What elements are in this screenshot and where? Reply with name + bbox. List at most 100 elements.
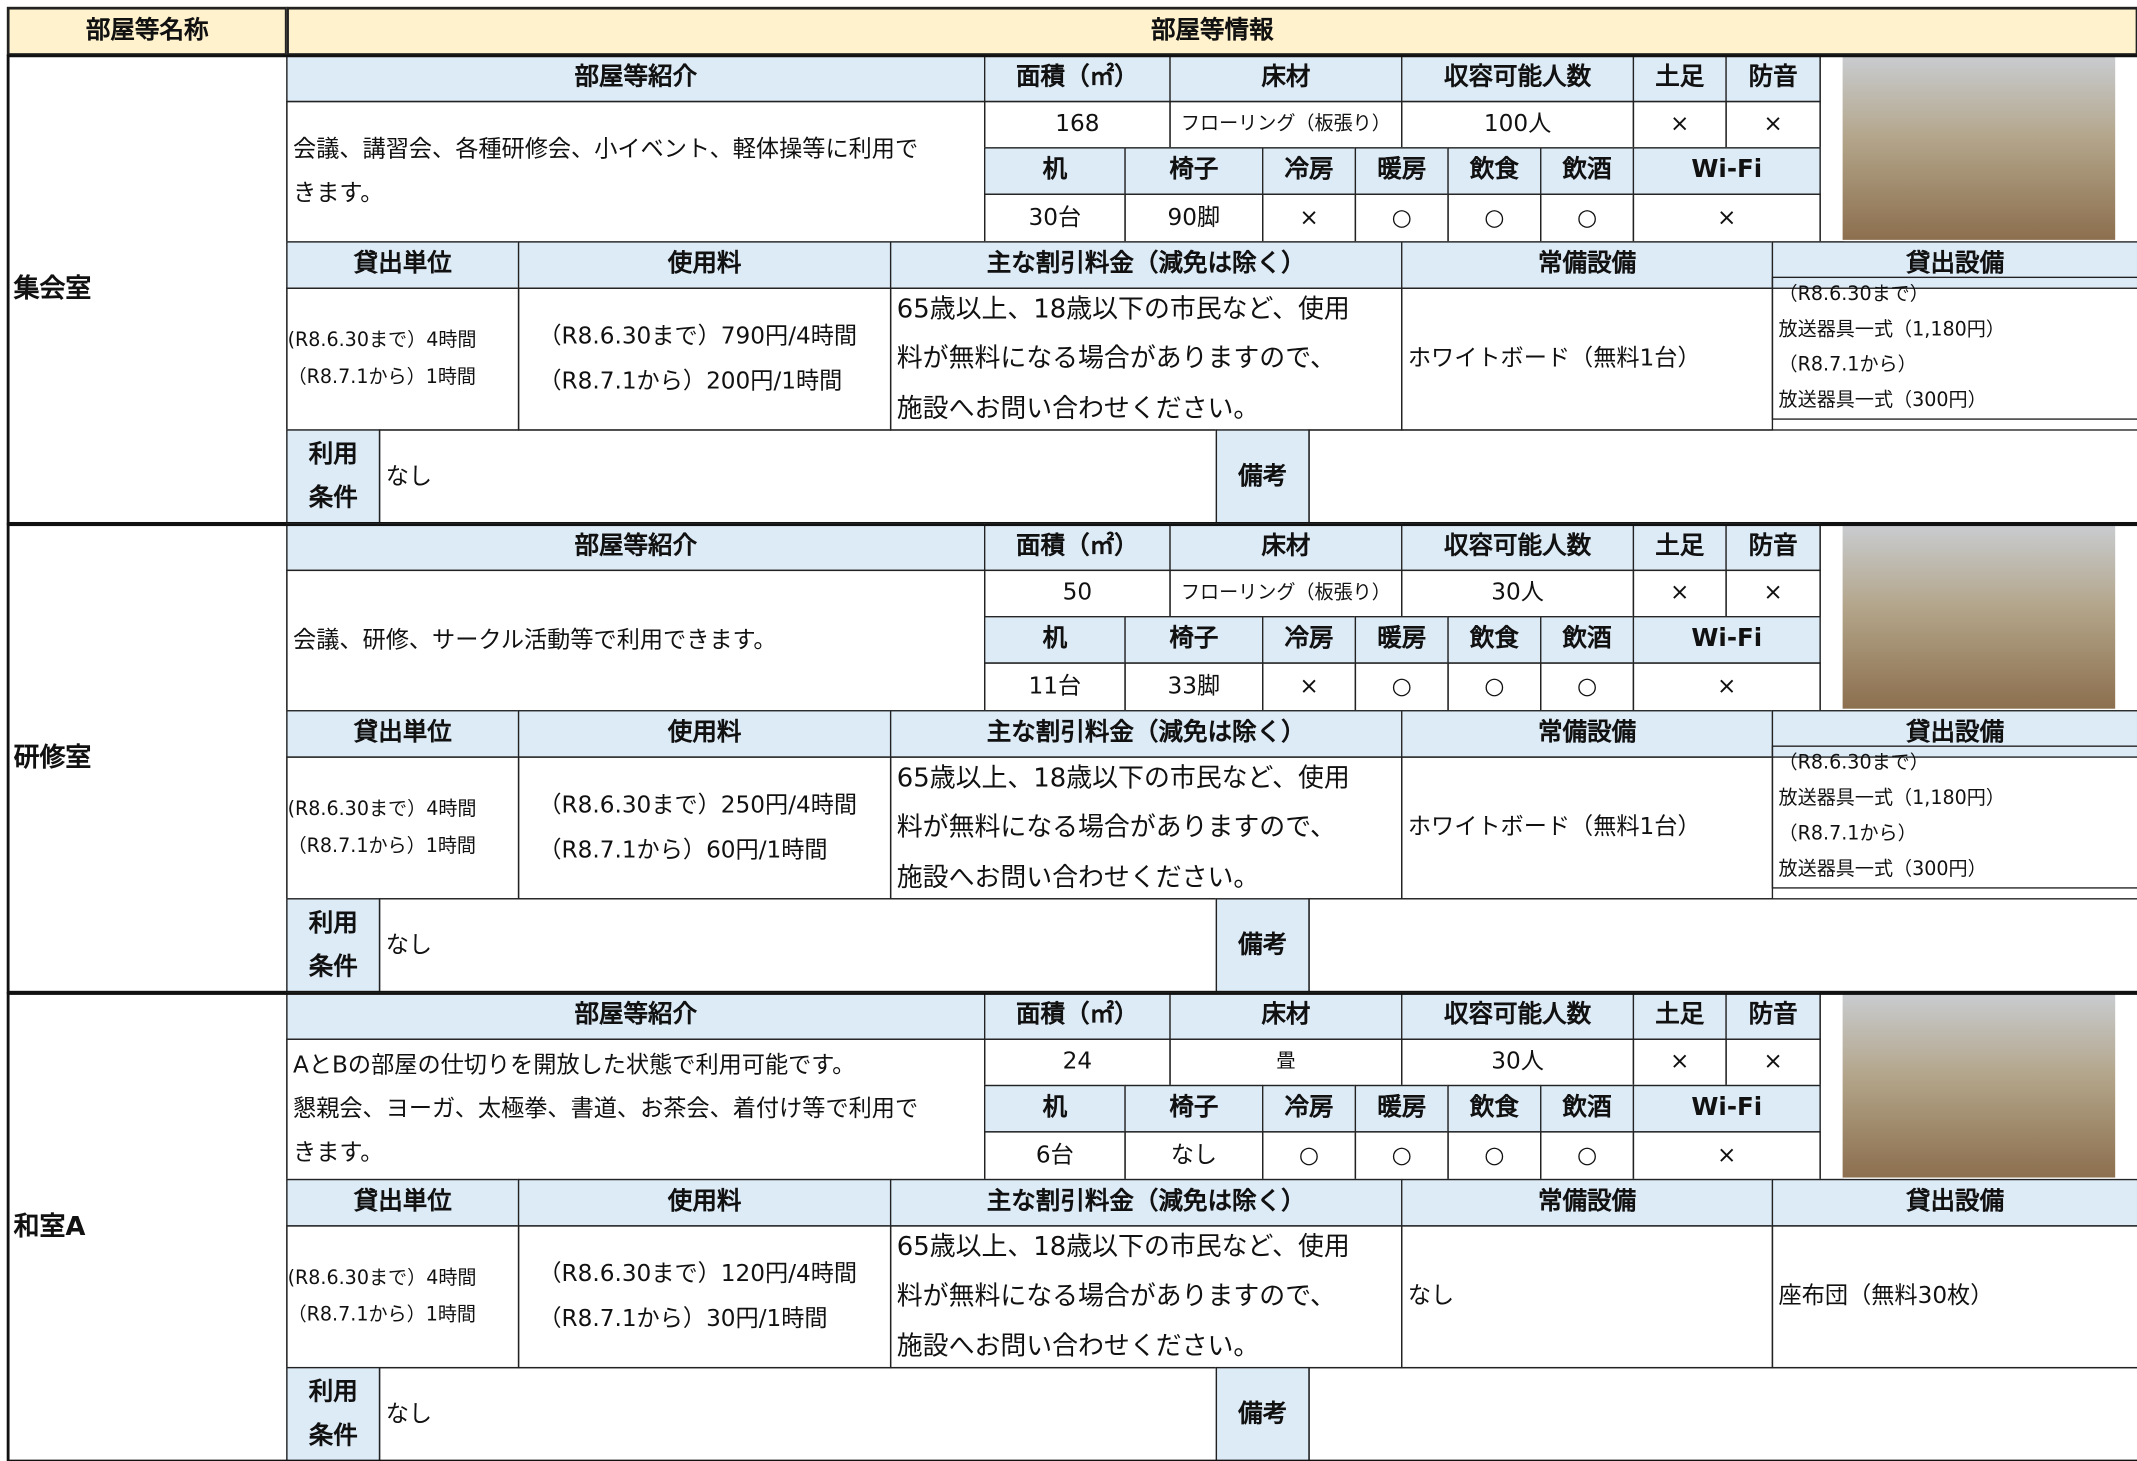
alcohol-value: ○: [1540, 193, 1635, 243]
cooling-value: ○: [1262, 1131, 1357, 1181]
text-line: （R8.7.1から）: [1778, 822, 1917, 845]
label: 冷房: [1262, 147, 1357, 195]
text-line: 施設へお問い合わせください。: [896, 393, 1260, 424]
label: 防音: [1725, 992, 1821, 1040]
text-line: 放送器具一式（1,180円）: [1778, 787, 2005, 810]
header-info: 部屋等情報: [286, 6, 2137, 56]
text-line: （R8.7.1から）200円/1時間: [538, 367, 843, 395]
rental-value: （R8.6.30まで） 放送器具一式（1,180円） （R8.7.1から） 放送器具一…: [1771, 745, 2137, 889]
heating-value: ○: [1354, 1131, 1449, 1181]
cooling-value: ×: [1262, 662, 1357, 712]
equipment-value: ホワイトボード（無料1台）: [1401, 756, 1774, 900]
text-line: 懇親会、ヨーガ、太極拳、書道、お茶会、着付け等で利用で: [293, 1095, 919, 1123]
label: 備考: [1215, 429, 1310, 525]
label: 使用料: [517, 1178, 892, 1227]
text-line: （R8.7.1から）1時間: [287, 365, 477, 388]
remarks-value: [1308, 1366, 2137, 1461]
intro-text: 会議、研修、サークル活動等で利用できます。: [286, 569, 986, 712]
label: 部屋等紹介: [286, 54, 986, 103]
area-value: 24: [983, 1038, 1171, 1087]
label: 飲酒: [1540, 1084, 1635, 1133]
area-value: 50: [983, 569, 1171, 618]
text-line: 放送器具一式（300円）: [1778, 858, 1987, 880]
equipment-value: ホワイトボード（無料1台）: [1401, 287, 1774, 431]
room-photo: [1842, 993, 2116, 1178]
conditions-value: なし: [378, 898, 1218, 994]
cooling-value: ×: [1262, 193, 1357, 243]
food-value: ○: [1447, 662, 1542, 712]
label: 貸出設備: [1771, 241, 2137, 289]
text-line: （R8.7.1から）60円/1時間: [538, 836, 828, 864]
text-line: 65歳以上、18歳以下の市民など、使用: [896, 763, 1350, 794]
photo-frame: [1819, 992, 1844, 1181]
chair-value: なし: [1124, 1131, 1264, 1181]
fee-value: （R8.6.30まで）790円/4時間 （R8.7.1から）200円/1時間: [517, 287, 892, 431]
label: 暖房: [1354, 616, 1449, 664]
label: 備考: [1215, 898, 1310, 994]
label: 土足: [1632, 523, 1727, 572]
label: 面積（㎡）: [983, 992, 1171, 1040]
label: 防音: [1725, 523, 1821, 572]
wifi-value: ×: [1632, 662, 1821, 712]
intro-text: AとBの部屋の仕切りを開放した状態で利用可能です。 懇親会、ヨーガ、太極拳、書道、…: [286, 1038, 986, 1181]
chair-value: 90脚: [1124, 193, 1264, 243]
label: 収容可能人数: [1401, 54, 1635, 103]
label: 部屋等紹介: [286, 523, 986, 572]
label: 椅子: [1124, 147, 1264, 195]
text-line: 利用: [308, 1377, 358, 1406]
room-photo: [1842, 55, 2116, 240]
text-line: （R8.6.30まで）790円/4時間: [538, 323, 858, 351]
text-line: （R8.6.30まで）: [1778, 283, 1929, 306]
label: 利用 条件: [286, 429, 381, 525]
text-line: 65歳以上、18歳以下の市民など、使用: [896, 1232, 1350, 1263]
label: 飲酒: [1540, 616, 1635, 664]
capacity-value: 30人: [1401, 569, 1635, 618]
rental-value: （R8.6.30まで） 放送器具一式（1,180円） （R8.7.1から） 放送器具一…: [1771, 276, 2137, 420]
label: 机: [983, 1084, 1126, 1133]
label: 貸出単位: [286, 710, 520, 758]
label: 利用 条件: [286, 898, 381, 994]
floor-value: 畳: [1169, 1038, 1403, 1087]
soundproof-value: ×: [1725, 569, 1821, 618]
label: 使用料: [517, 710, 892, 758]
intro-text: 会議、講習会、各種研修会、小イベント、軽体操等に利用で きます。: [286, 100, 986, 243]
label: 暖房: [1354, 147, 1449, 195]
label: 常備設備: [1401, 1178, 1774, 1227]
header-name: 部屋等名称: [6, 6, 288, 56]
label: 貸出単位: [286, 1178, 520, 1227]
discount-value: 65歳以上、18歳以下の市民など、使用 料が無料になる場合がありますので、 施設へお…: [889, 287, 1403, 431]
label: 防音: [1725, 54, 1821, 103]
label: 机: [983, 147, 1126, 195]
wifi-value: ×: [1632, 193, 1821, 243]
label: 床材: [1169, 523, 1403, 572]
label: 主な割引料金（減免は除く）: [889, 1178, 1403, 1227]
text-line: 条件: [308, 483, 358, 513]
label: Wi-Fi: [1632, 616, 1821, 664]
shoes-value: ×: [1632, 100, 1727, 149]
text-line: （R8.7.1から）1時間: [287, 1303, 477, 1326]
text-line: 会議、講習会、各種研修会、小イベント、軽体操等に利用で: [293, 135, 919, 164]
text-line: 放送器具一式（1,180円）: [1778, 318, 2005, 341]
photo-frame: [1819, 523, 1844, 712]
text-line: （R8.6.30まで）120円/4時間: [538, 1260, 858, 1289]
heating-value: ○: [1354, 662, 1449, 712]
label: 冷房: [1262, 616, 1357, 664]
label: 飲食: [1447, 147, 1542, 195]
wifi-value: ×: [1632, 1131, 1821, 1181]
label: 部屋等紹介: [286, 992, 986, 1040]
text-line: 料が無料になる場合がありますので、: [896, 344, 1336, 375]
label: Wi-Fi: [1632, 147, 1821, 195]
photo-frame: [1819, 54, 1844, 243]
text-line: 座布団（無料30枚）: [1778, 1282, 1994, 1311]
room-name: 集会室: [6, 54, 288, 525]
alcohol-value: ○: [1540, 662, 1635, 712]
label: 主な割引料金（減免は除く）: [889, 241, 1403, 289]
room-name: 研修室: [6, 523, 288, 994]
text-line: （R8.7.1から）30円/1時間: [538, 1304, 828, 1333]
text-line: 施設へお問い合わせください。: [896, 1330, 1260, 1361]
label: 冷房: [1262, 1084, 1357, 1133]
label: 椅子: [1124, 1084, 1264, 1133]
label: 床材: [1169, 54, 1403, 103]
